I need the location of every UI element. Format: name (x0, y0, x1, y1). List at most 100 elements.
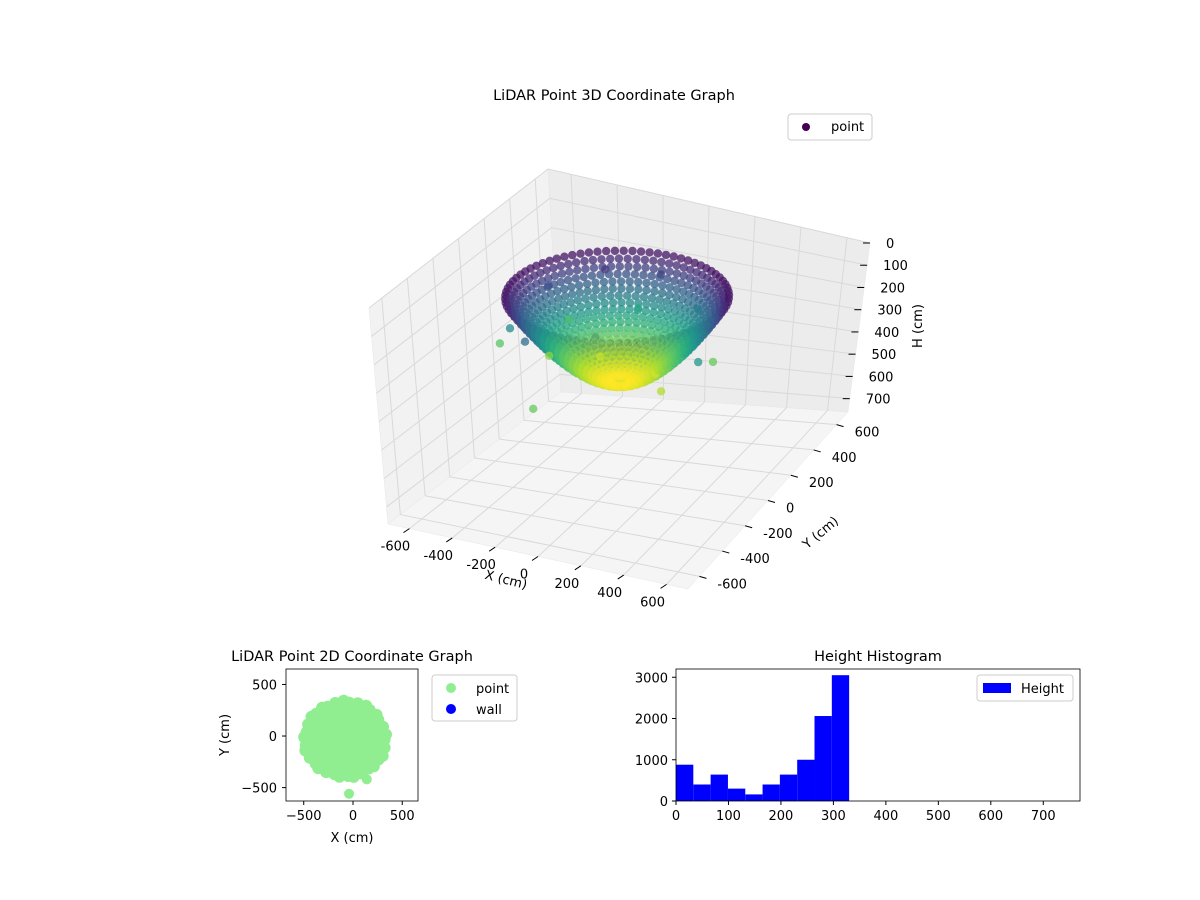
x-tick-label-2d: −500 (286, 809, 322, 824)
point-3d (625, 277, 634, 286)
point-2d (360, 699, 373, 712)
point-3d (608, 277, 617, 286)
point-3d (655, 273, 664, 282)
point-3d (552, 254, 561, 263)
point-3d (650, 279, 659, 289)
point-3d (625, 284, 635, 293)
legend-2d: point wall (431, 674, 518, 722)
point-3d (647, 320, 657, 330)
point-3d (549, 280, 559, 289)
point-cloud-3d (495, 246, 734, 413)
point-3d (641, 306, 651, 316)
point-3d (640, 319, 649, 328)
point-3d (562, 306, 571, 316)
x-tick-label-histogram: 500 (926, 809, 951, 824)
y-tick-3d (836, 424, 844, 428)
point-3d (591, 285, 601, 295)
histogram-bar (814, 716, 832, 801)
point-3d (495, 339, 505, 348)
point-3d (584, 321, 593, 330)
point-3d (645, 248, 654, 257)
point-3d (607, 323, 616, 333)
point-2d (367, 760, 380, 773)
legend-3d-frame (787, 113, 873, 141)
x-tick-label-3d: 400 (597, 586, 622, 601)
x-axis-label-2d: X (cm) (331, 831, 374, 846)
point-3d (604, 270, 614, 279)
x-tick-3d (446, 537, 453, 543)
point-2d (312, 762, 325, 775)
point-3d (623, 291, 632, 300)
point-3d (553, 287, 562, 296)
y-tick-label-3d: -600 (717, 577, 747, 592)
point-3d (614, 254, 624, 263)
point-3d (670, 276, 679, 286)
x-tick-label-3d: -200 (466, 558, 496, 573)
point-3d (617, 284, 626, 293)
legend-histogram-label: Height (1021, 682, 1064, 697)
point-3d (529, 404, 538, 413)
x-tick-label-3d: -400 (424, 549, 454, 564)
x-tick-label-2d: 500 (390, 809, 415, 824)
legend-2d-wall-label: wall (476, 703, 502, 718)
point-3d (669, 252, 678, 261)
x-tick-3d (531, 556, 539, 561)
point-3d (613, 335, 623, 344)
histogram-bar (676, 764, 694, 801)
x-tick-3d (660, 583, 667, 589)
point-3d (657, 303, 666, 312)
point-3d (657, 257, 666, 267)
point-3d (617, 304, 626, 314)
point-3d (580, 256, 589, 266)
point-2d (333, 770, 346, 783)
point-3d (563, 275, 573, 285)
ticks-histogram: 0 100 200 300 400 500 600 700 0 1000 2000 3000 (635, 671, 1056, 824)
point-3d (566, 298, 575, 307)
point-3d (625, 298, 635, 307)
z-tick-label-3d: 100 (883, 259, 908, 274)
point-3d (642, 278, 651, 288)
histogram-bar (693, 784, 711, 801)
point-3d (568, 250, 577, 260)
x-tick-3d (574, 565, 582, 571)
y-tick-label-3d: 200 (809, 476, 834, 491)
y-grid-line (499, 438, 791, 476)
point-3d (520, 337, 530, 346)
point-3d (617, 298, 626, 307)
x-tick-label-3d: 200 (554, 577, 579, 592)
histogram-bar (797, 759, 815, 801)
y-tick-label-histogram: 1000 (635, 754, 668, 769)
point-3d (619, 246, 628, 255)
x-tick-3d (488, 546, 496, 552)
z-grid-line (368, 168, 871, 309)
point-3d (632, 255, 641, 264)
point-3d (606, 291, 615, 301)
point-3d (639, 270, 648, 280)
point-3d (591, 278, 600, 287)
point-3d (647, 271, 656, 281)
point-3d (581, 264, 590, 274)
y-tick-label-histogram: 3000 (635, 671, 668, 686)
point-3d (581, 294, 590, 303)
point-2d (316, 701, 329, 714)
y-grid-line-left (381, 298, 401, 515)
point-3d (615, 262, 624, 271)
point-3d (542, 266, 551, 275)
point-3d (662, 297, 671, 306)
point-3d (589, 263, 599, 272)
y-grid-line-left (483, 218, 500, 440)
point-3d (656, 309, 665, 319)
y-axis-label-3d: Y (cm) (799, 514, 842, 553)
histogram-title: Height Histogram (814, 649, 942, 665)
point-3d (600, 305, 609, 314)
x-tick-label-histogram: 700 (1031, 809, 1056, 824)
histogram-bar (710, 774, 728, 801)
y-tick-label-3d: 0 (786, 502, 794, 517)
point-3d (649, 264, 659, 273)
legend-histogram-frame (976, 674, 1074, 702)
point-3d (606, 254, 615, 263)
point-cloud-2d (298, 694, 392, 799)
point-3d (593, 247, 602, 256)
x-grid-line-back (745, 216, 756, 405)
point-3d (572, 258, 581, 267)
